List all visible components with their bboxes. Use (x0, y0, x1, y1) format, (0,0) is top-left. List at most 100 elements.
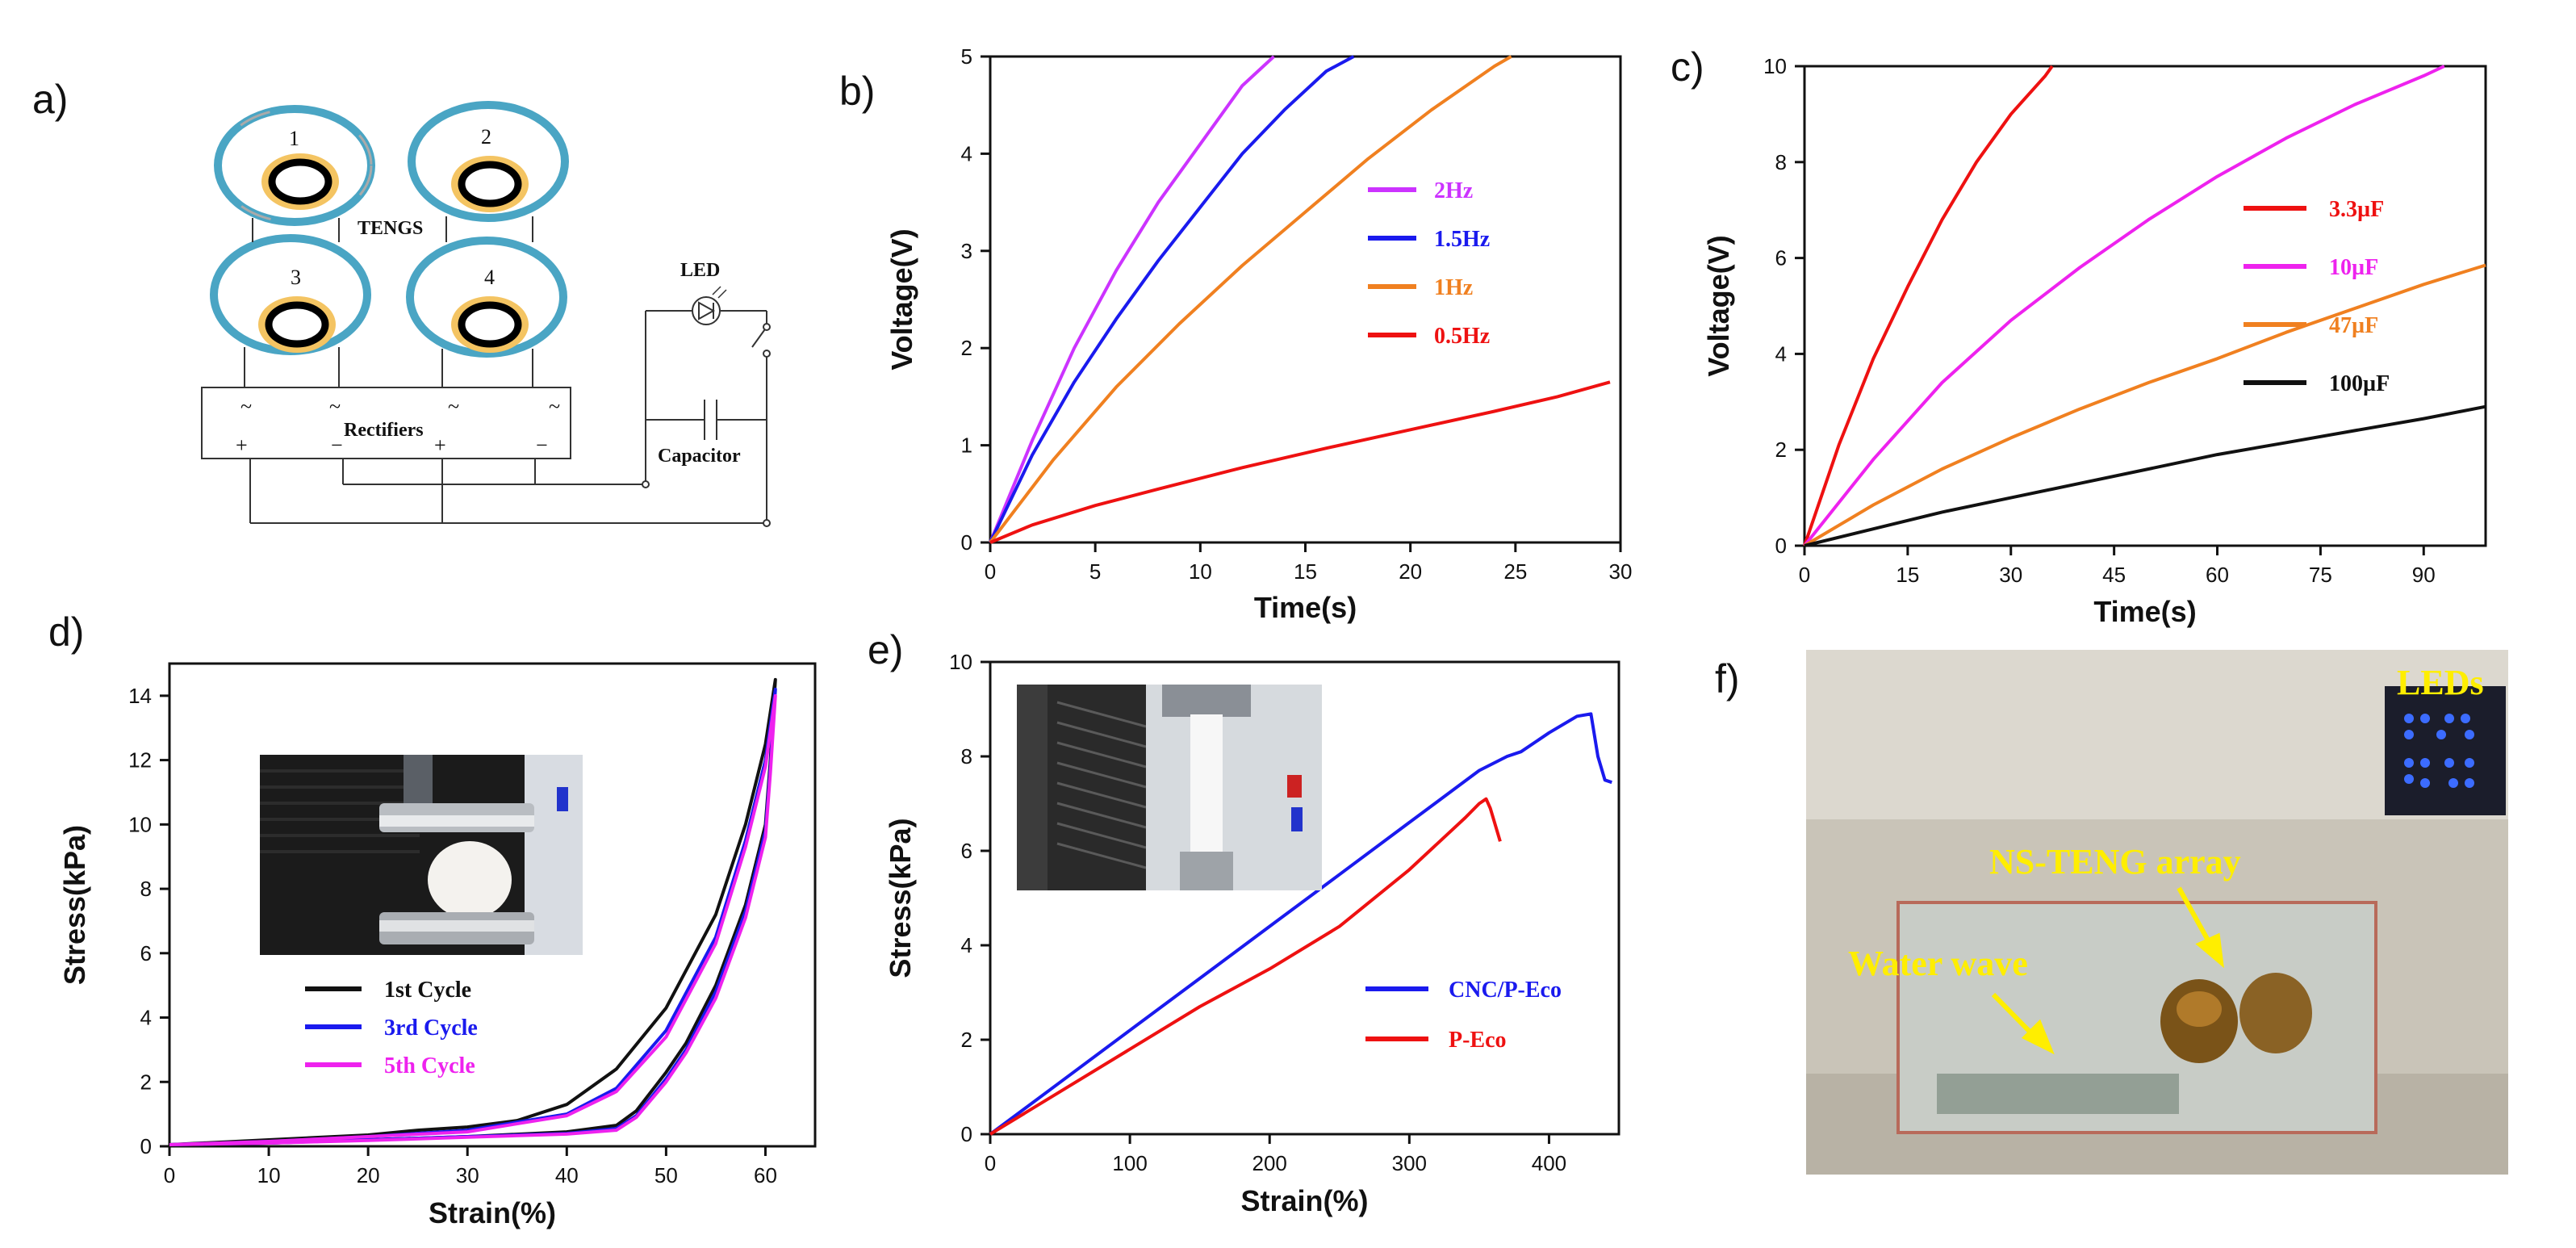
y-tick-label: 10 (128, 812, 152, 836)
rectifier-sign: ~ (448, 395, 459, 418)
legend-label: 1st Cycle (384, 978, 471, 1003)
led-icon (692, 296, 721, 325)
legend-label: 47µF (2329, 313, 2378, 338)
x-tick-label: 75 (2309, 563, 2332, 587)
series-line-47-f (1803, 263, 2486, 547)
x-tick-label: 10 (257, 1163, 281, 1187)
chart-compression-stress-strain: 0 10 20 30 40 50 60 0 2 4 6 8 10 12 14 Strain(%) Stress(… (58, 662, 817, 1229)
chart-tensile-stress-strain: 0 100 200 300 400 0 2 4 6 8 10 Strain(%) Stress(kPa)… (884, 650, 1620, 1217)
y-tick-label: 5 (961, 44, 972, 69)
rectifier-sign: + (434, 433, 446, 457)
x-tick-label: 50 (654, 1163, 678, 1187)
y-tick-label: 12 (128, 748, 152, 773)
legend-label: P-Eco (1449, 1028, 1507, 1053)
panel-label-a: a) (32, 77, 68, 122)
x-tick-label: 20 (1399, 559, 1422, 584)
x-axis-label: Time(s) (1254, 591, 1357, 624)
y-tick-label: 6 (140, 941, 152, 965)
legend-label: 10µF (2329, 255, 2378, 280)
led-matrix (2404, 714, 2474, 788)
x-tick-label: 5 (1089, 559, 1101, 584)
y-tick-label: 8 (1775, 150, 1787, 174)
teng-3: 3 (210, 234, 371, 355)
y-tick-label: 1 (961, 433, 972, 458)
y-tick-label: 6 (961, 839, 972, 863)
ns-teng-array-label: NS-TENG array (1989, 842, 2241, 882)
x-tick-label: 90 (2412, 563, 2436, 587)
x-tick-label: 10 (1189, 559, 1212, 584)
x-tick-label: 200 (1252, 1151, 1287, 1175)
y-tick-label: 0 (961, 530, 972, 555)
series-line-2hz (989, 55, 1275, 543)
y-tick-label: 4 (961, 141, 972, 165)
x-tick-label: 30 (1609, 559, 1633, 584)
leds-label: LEDs (2397, 663, 2484, 702)
plot-frame (989, 660, 1620, 1136)
circuit-diagram: 1 2 3 4 TENGS (201, 101, 771, 527)
y-tick-label: 14 (128, 684, 152, 708)
legend-label: 3rd Cycle (384, 1016, 478, 1041)
series-line-1hz (989, 55, 1512, 544)
teng-1: 1 (214, 105, 375, 226)
y-tick-label: 2 (961, 336, 972, 360)
y-tick-label: 10 (1763, 54, 1787, 78)
x-tick-label: 60 (2206, 563, 2229, 587)
x-tick-label: 300 (1392, 1151, 1427, 1175)
tensile-test-photo (1017, 685, 1322, 890)
tengs-label: TENGS (358, 218, 423, 239)
plot-frame (989, 55, 1622, 544)
series-line-5th-cycle (169, 693, 777, 1146)
legend-label: 5th Cycle (384, 1053, 475, 1078)
y-tick-label: 2 (140, 1070, 152, 1094)
rectifier-sign: ~ (329, 395, 341, 418)
x-tick-label: 15 (1896, 563, 1919, 587)
legend-label: 1.5Hz (1434, 227, 1490, 252)
y-axis-label: Voltage(V) (885, 228, 918, 370)
y-tick-label: 3 (961, 239, 972, 263)
legend-label: CNC/P-Eco (1449, 978, 1562, 1003)
panel-label-c: c) (1671, 44, 1704, 90)
x-axis-label: Strain(%) (429, 1196, 556, 1229)
legend-label: 0.5Hz (1434, 324, 1490, 349)
x-tick-label: 25 (1503, 559, 1527, 584)
y-tick-label: 4 (961, 933, 972, 957)
series-line-3-3-f (1803, 65, 2054, 547)
panel-label-e: e) (868, 627, 903, 672)
series-line-0-5hz (989, 380, 1611, 544)
x-axis-label: Time(s) (2093, 595, 2196, 628)
rectifier-sign: ~ (549, 395, 560, 418)
y-tick-label: 8 (961, 744, 972, 768)
plot-frame (168, 662, 817, 1148)
x-tick-label: 30 (1999, 563, 2022, 587)
x-tick-label: 400 (1532, 1151, 1566, 1175)
y-axis-label: Stress(kPa) (884, 818, 917, 978)
series-line-100-f (1804, 404, 2486, 547)
x-tick-label: 0 (985, 1151, 996, 1175)
x-tick-label: 40 (555, 1163, 579, 1187)
y-tick-label: 4 (1775, 341, 1787, 366)
y-tick-label: 6 (1775, 246, 1787, 270)
x-tick-label: 100 (1112, 1151, 1147, 1175)
y-tick-label: 2 (961, 1028, 972, 1052)
legend-label: 100µF (2329, 371, 2390, 396)
legend-label: 1Hz (1434, 275, 1473, 300)
legend-label: 2Hz (1434, 178, 1473, 203)
y-tick-label: 0 (140, 1134, 152, 1158)
panel-label-f: f) (1715, 656, 1740, 701)
x-tick-label: 0 (1799, 563, 1810, 587)
rectifier-sign: − (331, 433, 343, 457)
rectifier-label: Rectifiers (344, 420, 424, 441)
panel-label-b: b) (839, 69, 875, 114)
teng-4: 4 (406, 237, 567, 358)
water-wave-label: Water wave (1848, 944, 2028, 983)
chart-voltage-vs-time-frequency: 0 5 10 15 20 25 30 0 1 2 3 4 5 Time(s) Voltage(V) 2Hz 1.… (885, 44, 1632, 624)
teng-number: 2 (481, 125, 491, 149)
teng-number: 4 (484, 266, 495, 289)
y-axis-label: Voltage(V) (1702, 235, 1735, 376)
x-tick-label: 30 (456, 1163, 479, 1187)
teng-number: 1 (289, 127, 299, 150)
rectifier-sign: ~ (240, 395, 252, 418)
series-line-1-5hz (989, 55, 1355, 543)
series-line-cnc-p-eco (989, 712, 1612, 1136)
